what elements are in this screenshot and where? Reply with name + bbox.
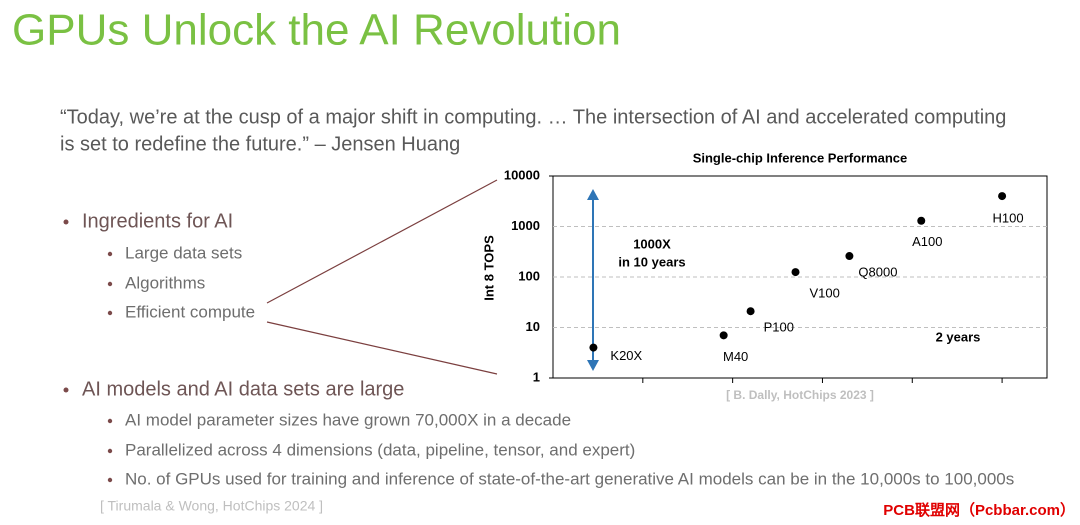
annotation: in 10 years — [618, 254, 685, 269]
connector — [266, 321, 498, 375]
sub-bullet: Algorithms — [125, 273, 205, 292]
annotation: 1000X — [633, 236, 671, 251]
chart-title: Single-chip Inference Performance — [693, 150, 908, 165]
point-label: H100 — [993, 211, 1024, 226]
y-tick-label: 100 — [518, 268, 540, 283]
point-label: M40 — [723, 349, 748, 364]
annotation: 2 years — [936, 329, 981, 344]
sub-bullet-dot — [107, 310, 113, 316]
sub-bullet: Efficient compute — [125, 302, 255, 321]
bullet: AI models and AI data sets are large — [82, 378, 404, 400]
sub-bullet-dot — [107, 448, 113, 454]
data-point — [791, 268, 800, 277]
sub-bullet-dot — [107, 281, 113, 287]
sub-bullet: No. of GPUs used for training and infere… — [125, 469, 1014, 488]
bullet-list: Ingredients for AI Large data sets Algorit… — [63, 210, 1014, 488]
chart-source: [ B. Dally, HotChips 2023 ] — [726, 388, 874, 402]
citation: [ Tirumala & Wong, HotChips 2024 ] — [100, 498, 323, 514]
data-point — [589, 343, 598, 352]
y-tick-label: 10 — [526, 319, 540, 334]
y-tick-label: 1000 — [511, 218, 540, 233]
slide-title: GPUs Unlock the AI Revolution — [12, 6, 621, 55]
y-axis-label: Int 8 TOPS — [481, 235, 496, 301]
data-point — [917, 216, 926, 225]
sub-bullet-dot — [107, 418, 113, 424]
bullet-dot — [63, 387, 69, 393]
data-point — [746, 307, 755, 316]
bullet-dot — [63, 219, 69, 225]
quote-line: is set to redefine the future.” – Jensen… — [60, 133, 460, 155]
point-label: P100 — [764, 320, 794, 335]
data-point — [719, 331, 728, 340]
y-tick-label: 10000 — [504, 167, 540, 182]
chart: Single-chip Inference Performance Int 8 … — [481, 150, 1048, 402]
bullet: Ingredients for AI — [82, 210, 233, 232]
sub-bullet-dot — [107, 251, 113, 257]
sub-bullet: Large data sets — [125, 243, 242, 262]
data-point — [845, 252, 854, 261]
point-label: Q8000 — [858, 264, 897, 279]
point-label: V100 — [810, 286, 840, 301]
data-point — [998, 192, 1007, 201]
point-label: K20X — [610, 348, 642, 363]
point-label: A100 — [912, 234, 942, 249]
sub-bullet-dot — [107, 477, 113, 483]
quote-line: “Today, we’re at the cusp of a major shi… — [60, 106, 1006, 128]
sub-bullet: AI model parameter sizes have grown 70,0… — [125, 410, 571, 429]
y-tick-label: 1 — [533, 369, 540, 384]
connector — [266, 179, 498, 304]
sub-bullet: Parallelized across 4 dimensions (data, … — [125, 440, 635, 459]
watermark: PCB联盟网（Pcbbar.com） — [883, 501, 1075, 519]
